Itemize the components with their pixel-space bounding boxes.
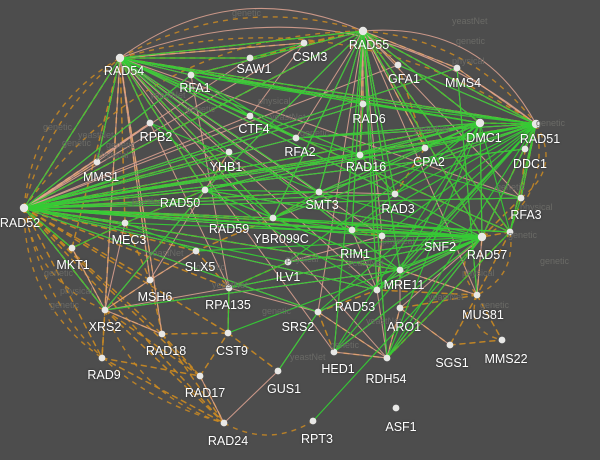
network-node-rdh54[interactable] [383,354,391,362]
network-node-hed1[interactable] [330,348,338,356]
network-node-mkt1[interactable] [68,244,76,252]
network-node-saw1[interactable] [246,54,254,62]
network-node-rim1[interactable] [378,232,386,240]
network-node-aro1[interactable] [396,304,404,312]
network-node-rad59[interactable] [269,214,277,222]
network-node-rad16[interactable] [356,151,364,159]
network-node-gfa1[interactable] [394,61,402,69]
network-node-rad53[interactable] [373,286,381,294]
node-layer[interactable] [19,26,541,427]
network-node-xrs2[interactable] [101,306,109,314]
network-node-rfa2[interactable] [292,134,300,142]
network-node-ddc1[interactable] [521,145,529,153]
network-node-srs2[interactable] [314,308,322,316]
network-node-mms22[interactable] [498,336,506,344]
network-node-mus81[interactable] [473,291,481,299]
network-node-rad55[interactable] [358,26,368,36]
yeastnet-edge-layer [23,30,537,422]
network-node-slx5[interactable] [192,247,200,255]
network-node-rfa3[interactable] [517,194,525,202]
network-node-rad6[interactable] [359,100,367,108]
network-node-snf2[interactable] [477,232,487,242]
network-node-mms4[interactable] [453,64,461,72]
network-node-msh6[interactable] [146,276,154,284]
network-node-rad18[interactable] [158,330,166,338]
network-node-cpa2[interactable] [421,144,429,152]
network-node-csm3[interactable] [300,39,308,47]
network-node-rad17[interactable] [196,372,204,380]
network-node-dmc1[interactable] [475,118,485,128]
network-node-rad50[interactable] [201,186,209,194]
network-node-ctf4[interactable] [246,112,254,120]
network-node-rad54[interactable] [115,53,125,63]
network-node-rpt3[interactable] [309,417,317,425]
network-node-rpa135[interactable] [225,284,233,292]
network-node-rpb2[interactable] [146,119,154,127]
network-node-mms1[interactable] [93,158,101,166]
arc-edge-layer [23,7,547,436]
network-node-rad24[interactable] [220,419,228,427]
network-node-mec3[interactable] [121,219,129,227]
network-node-rad51[interactable] [531,119,541,129]
network-node-ilv1[interactable] [284,258,292,266]
network-node-sgs1[interactable] [446,341,454,349]
network-node-rad3[interactable] [391,190,399,198]
network-node-rfa1[interactable] [187,71,195,79]
network-node-smt3[interactable] [315,188,323,196]
network-node-ybr099c[interactable] [348,226,356,234]
network-node-asf1[interactable] [392,404,400,412]
network-node-cst9[interactable] [224,329,232,337]
network-node-gus1[interactable] [274,367,282,375]
network-node-rad57[interactable] [506,228,514,236]
network-node-mre11[interactable] [396,266,404,274]
network-node-yhb1[interactable] [225,148,233,156]
network-node-rad52[interactable] [19,203,29,213]
network-node-rad9[interactable] [98,354,106,362]
